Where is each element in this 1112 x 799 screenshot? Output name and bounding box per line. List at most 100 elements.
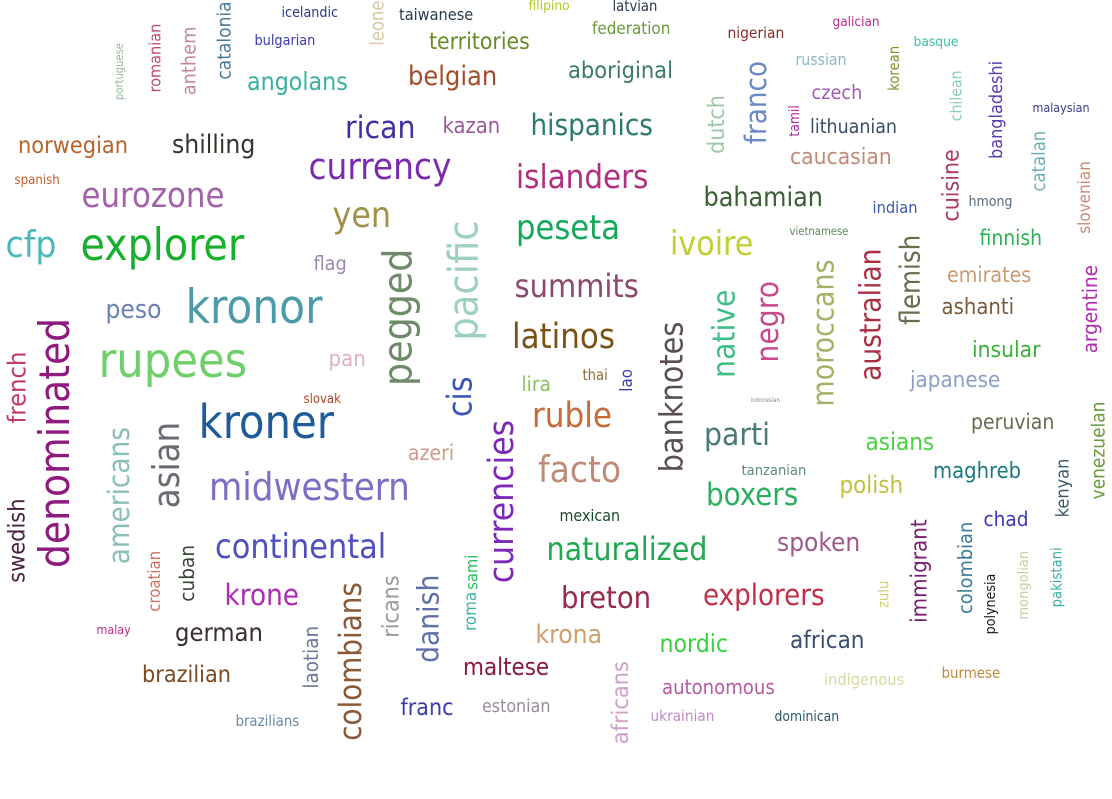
- word-federation: federation: [592, 17, 671, 38]
- word-lao: lao: [615, 368, 636, 392]
- word-icelandic: icelandic: [281, 5, 339, 21]
- word-peseta: peseta: [516, 208, 620, 248]
- word-autonomous: autonomous: [662, 675, 775, 699]
- word-islanders: islanders: [516, 157, 649, 196]
- word-malaysian: malaysian: [1032, 100, 1090, 115]
- word-korean: korean: [885, 45, 903, 91]
- word-native: native: [706, 289, 743, 378]
- word-german: german: [175, 617, 263, 647]
- word-breton: breton: [561, 580, 652, 616]
- word-belgian: belgian: [408, 60, 498, 92]
- word-tanzanian: tanzanian: [741, 461, 807, 479]
- word-ivoire: ivoire: [670, 224, 754, 263]
- word-basque: basque: [913, 34, 959, 50]
- word-summits: summits: [514, 267, 639, 305]
- word-shilling: shilling: [172, 130, 256, 160]
- word-boxers: boxers: [706, 476, 799, 513]
- word-ruble: ruble: [532, 395, 613, 436]
- word-emirates: emirates: [947, 261, 1032, 287]
- word-territories: territories: [429, 28, 530, 55]
- word-lithuanian: lithuanian: [810, 114, 897, 138]
- word-slovenian: slovenian: [1073, 160, 1094, 234]
- word-aboriginal: aboriginal: [568, 55, 673, 84]
- word-japanese: japanese: [910, 367, 1001, 393]
- word-nordic: nordic: [659, 628, 729, 658]
- word-rupees: rupees: [98, 333, 248, 389]
- word-leone: leone: [366, 0, 388, 46]
- word-chilean: chilean: [946, 70, 966, 122]
- word-midwestern: midwestern: [209, 465, 410, 509]
- word-pegged: pegged: [372, 248, 421, 386]
- word-dutch: dutch: [703, 94, 730, 154]
- word-azeri: azeri: [408, 440, 455, 465]
- word-lira: lira: [521, 371, 551, 396]
- word-mexican: mexican: [559, 506, 621, 525]
- word-peso: peso: [105, 295, 162, 325]
- word-maltese: maltese: [463, 653, 550, 681]
- word-portuguese: portuguese: [112, 42, 126, 100]
- word-indian: indian: [872, 198, 918, 217]
- word-kenyan: kenyan: [1051, 458, 1073, 518]
- word-danish: danish: [411, 574, 446, 663]
- word-spanish: spanish: [14, 173, 60, 188]
- word-thai: thai: [582, 366, 608, 384]
- word-banknotes: banknotes: [651, 321, 690, 473]
- word-ricans: ricans: [378, 574, 405, 638]
- word-african: african: [790, 626, 865, 654]
- word-bahamian: bahamian: [703, 181, 823, 213]
- word-angolans: angolans: [247, 66, 348, 96]
- word-croatian: croatian: [144, 550, 164, 612]
- word-pan: pan: [328, 347, 366, 372]
- word-vietnamese: vietnamese: [789, 225, 849, 238]
- word-argentine: argentine: [1077, 265, 1102, 354]
- word-eurozone: eurozone: [81, 176, 225, 216]
- word-finnish: finnish: [979, 225, 1043, 250]
- word-indonesian: indonesian: [750, 397, 780, 404]
- word-krone: krone: [224, 577, 300, 612]
- word-explorers: explorers: [703, 577, 825, 612]
- word-cuisine: cuisine: [938, 148, 965, 222]
- word-cis: cis: [440, 376, 480, 418]
- word-spoken: spoken: [777, 528, 861, 558]
- word-australian: australian: [853, 248, 888, 381]
- word-maghreb: maghreb: [933, 459, 1022, 484]
- word-chad: chad: [983, 506, 1029, 531]
- word-immigrant: immigrant: [906, 519, 933, 623]
- word-swedish: swedish: [3, 497, 31, 583]
- word-bangladeshi: bangladeshi: [986, 60, 1008, 159]
- word-moroccans: moroccans: [806, 259, 842, 407]
- word-pakistani: pakistani: [1048, 546, 1066, 607]
- word-asian: asian: [146, 421, 189, 509]
- word-indigenous: indigenous: [824, 670, 905, 689]
- word-flag: flag: [313, 252, 347, 275]
- word-kroner: kroner: [198, 394, 334, 449]
- word-ukrainian: ukrainian: [650, 706, 715, 725]
- word-venezuelan: venezuelan: [1087, 401, 1110, 499]
- word-russian: russian: [795, 50, 847, 69]
- word-polynesia: polynesia: [982, 573, 999, 635]
- word-latvian: latvian: [612, 0, 658, 15]
- word-anthem: anthem: [176, 26, 200, 96]
- word-bulgarian: bulgarian: [254, 33, 316, 49]
- word-sami: sami: [461, 554, 481, 590]
- word-malay: malay: [96, 622, 131, 637]
- word-pacific: pacific: [439, 220, 488, 341]
- word-continental: continental: [215, 527, 387, 566]
- word-brazilian: brazilian: [142, 660, 231, 688]
- word-caucasian: caucasian: [790, 143, 892, 170]
- word-negro: negro: [750, 280, 787, 363]
- word-parti: parti: [704, 417, 770, 453]
- word-americans: americans: [101, 426, 136, 564]
- word-colombian: colombian: [954, 521, 978, 615]
- word-krona: krona: [535, 620, 603, 650]
- word-yen: yen: [332, 194, 392, 236]
- word-franco: franco: [738, 60, 773, 145]
- word-kronor: kronor: [185, 279, 323, 335]
- word-insular: insular: [972, 336, 1041, 363]
- word-catalonia: catalonia: [213, 0, 236, 80]
- word-tamil: tamil: [786, 105, 803, 137]
- word-hispanics: hispanics: [530, 107, 653, 142]
- word-denominated: denominated: [30, 317, 80, 568]
- word-nigerian: nigerian: [727, 23, 785, 42]
- word-ashanti: ashanti: [941, 295, 1015, 320]
